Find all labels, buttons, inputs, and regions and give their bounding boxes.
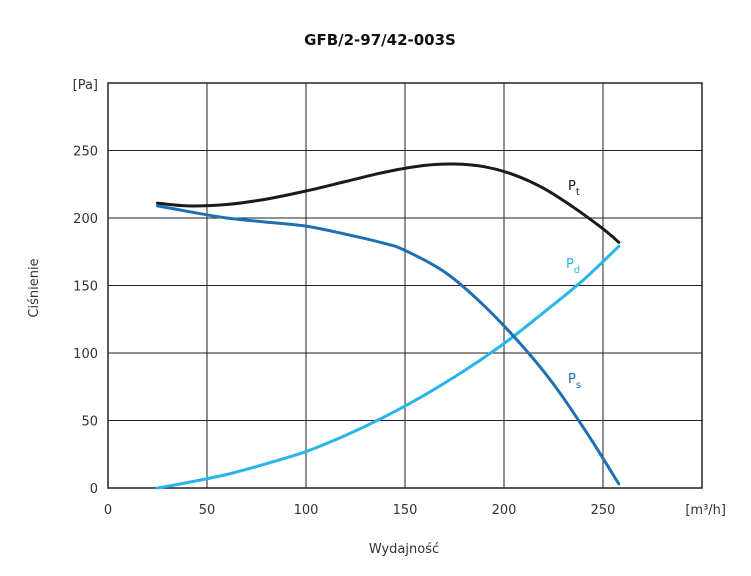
y-axis-unit: [Pa]: [73, 78, 98, 93]
series-line-pt: [156, 162, 621, 244]
x-tick-label: 50: [199, 503, 216, 518]
y-tick-label: 0: [90, 482, 98, 497]
x-tick-label: 200: [492, 503, 517, 518]
y-tick-label: 100: [73, 347, 98, 362]
x-axis-unit: [m³/h]: [685, 503, 726, 518]
y-tick-label: 50: [81, 415, 98, 430]
series-line-pd: [156, 244, 621, 490]
chart-title: GFB/2-97/42-003S: [304, 31, 456, 49]
series-line-ps: [156, 204, 621, 486]
x-tick-label: 250: [591, 503, 616, 518]
series-lines: [156, 162, 621, 490]
grid: [108, 83, 702, 488]
x-tick-label: 0: [104, 503, 112, 518]
x-tick-label: 100: [294, 503, 319, 518]
y-axis-title: Ciśnienie: [27, 258, 42, 317]
series-label-pd: Pd: [566, 257, 580, 276]
tick-labels: 0 50 100 150 200 250 0 50 100 150 200 250: [73, 145, 615, 519]
y-tick-label: 150: [73, 280, 98, 295]
plot-frame: [107, 82, 703, 489]
y-tick-label: 250: [73, 145, 98, 160]
y-tick-label: 200: [73, 212, 98, 227]
series-label-pt: Pt: [568, 179, 580, 198]
series-label-ps: Ps: [568, 372, 581, 391]
x-tick-label: 150: [393, 503, 418, 518]
x-axis-title: Wydajność: [369, 542, 439, 557]
